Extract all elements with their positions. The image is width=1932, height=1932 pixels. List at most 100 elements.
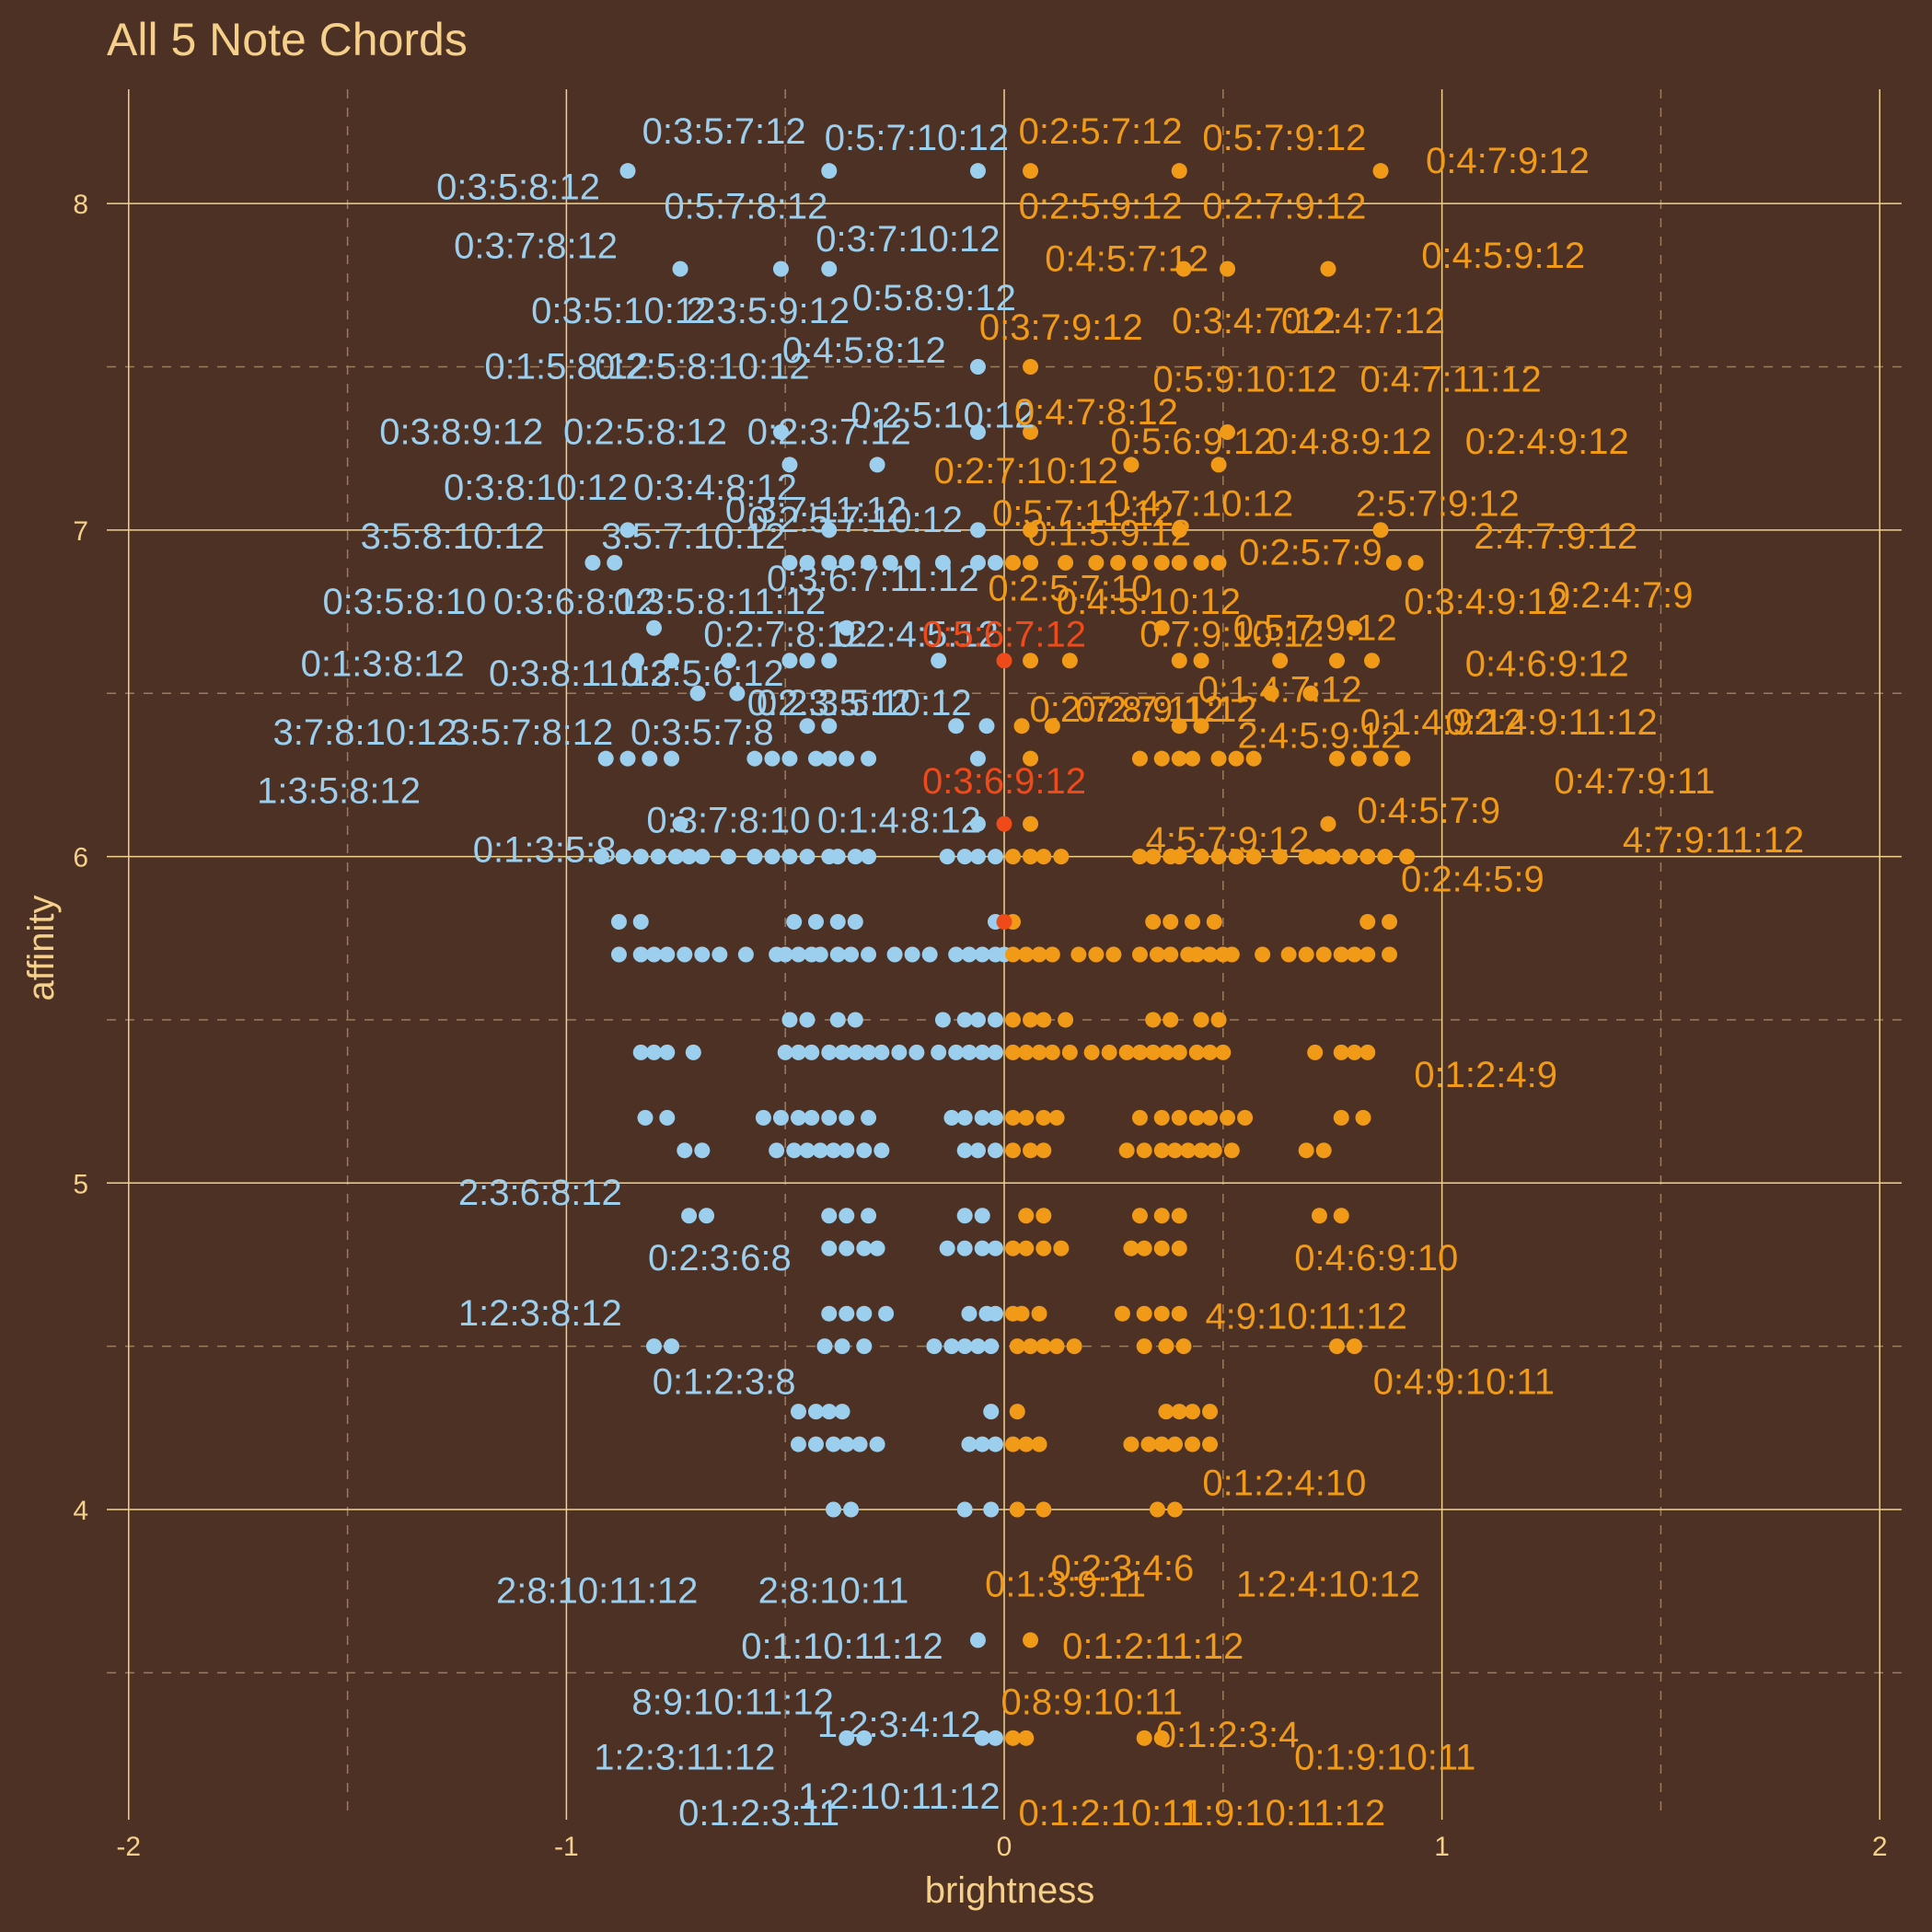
data-point: [987, 1730, 1003, 1746]
data-point: [1088, 554, 1105, 571]
data-point: [1272, 849, 1289, 865]
data-point: [1223, 1142, 1240, 1159]
chord-label: 0:3:5:8:11:12: [614, 582, 827, 622]
chord-label: 0:2:4:9:12: [1465, 422, 1629, 462]
data-point: [1123, 1240, 1140, 1256]
data-point: [829, 849, 846, 865]
data-point: [777, 946, 793, 963]
data-point: [632, 914, 649, 931]
chord-label: 3:7:8:10:12: [273, 712, 457, 753]
data-point: [1298, 946, 1314, 963]
data-point: [755, 1109, 771, 1126]
data-point: [939, 849, 955, 865]
data-point: [821, 260, 838, 277]
data-point: [1023, 359, 1039, 376]
data-point: [821, 1109, 838, 1126]
data-point: [969, 849, 986, 865]
data-point: [1023, 163, 1039, 179]
data-point: [943, 1109, 960, 1126]
data-point: [1193, 1142, 1209, 1159]
chord-label: 0:3:7:10:12: [816, 219, 1000, 260]
data-point: [615, 849, 631, 865]
data-point: [1061, 1044, 1078, 1060]
data-point: [969, 1012, 986, 1028]
data-point: [720, 653, 736, 669]
data-point: [1280, 946, 1297, 963]
chord-label: 0:2:3:5:10:12: [757, 683, 972, 723]
data-point: [904, 554, 920, 571]
data-point: [790, 946, 806, 963]
chord-label: 0:3:5:8:12: [436, 167, 600, 207]
chord-label: 0:5:6:7:12: [922, 614, 1086, 654]
data-point: [781, 554, 798, 571]
data-point: [1131, 1109, 1148, 1126]
data-point: [969, 1338, 986, 1355]
chord-label: 0:1:2:3:11: [678, 1793, 839, 1834]
data-point: [1206, 1142, 1222, 1159]
data-point: [974, 1240, 990, 1256]
chord-label: 0:4:5:8:12: [782, 330, 946, 371]
data-point: [777, 1044, 793, 1060]
data-point: [799, 718, 816, 735]
data-point: [1166, 1501, 1183, 1518]
data-point: [978, 718, 995, 735]
data-point: [1228, 750, 1244, 767]
chord-label: 0:1:2:11:12: [1062, 1626, 1244, 1667]
data-point: [1320, 260, 1336, 277]
chord-label: 0:2:7:10:12: [934, 451, 1118, 492]
data-point: [1158, 1338, 1174, 1355]
data-point: [1031, 1436, 1047, 1452]
data-point: [1210, 849, 1227, 865]
data-point: [1346, 1044, 1362, 1060]
chord-label: 0:5:9:10:12: [1152, 360, 1336, 400]
data-point: [956, 1240, 973, 1256]
data-point: [642, 750, 658, 767]
data-point: [672, 816, 688, 832]
data-point: [956, 1338, 973, 1355]
data-point: [934, 1012, 951, 1028]
data-point: [956, 1012, 973, 1028]
chord-label: 0:5:7:9:12: [1233, 607, 1397, 648]
data-point: [772, 423, 789, 440]
data-point: [839, 1730, 855, 1746]
data-point: [821, 653, 838, 669]
data-point: [1346, 946, 1362, 963]
data-point: [1018, 1436, 1035, 1452]
data-point: [786, 1142, 803, 1159]
data-point: [681, 1208, 698, 1224]
data-point: [1153, 1142, 1170, 1159]
data-point: [987, 1044, 1003, 1060]
data-point: [1005, 1730, 1022, 1746]
data-point: [969, 1632, 986, 1649]
data-point: [646, 1338, 663, 1355]
data-point: [834, 1404, 850, 1420]
data-point: [956, 1109, 973, 1126]
data-point: [1153, 1730, 1170, 1746]
data-point: [1298, 849, 1314, 865]
data-point: [1035, 1338, 1052, 1355]
data-point: [856, 1142, 873, 1159]
x-tick-label: 0: [997, 1832, 1012, 1862]
chord-label: 0:5:7:10:12: [825, 118, 1009, 158]
data-point: [891, 1044, 908, 1060]
data-point: [1018, 1044, 1035, 1060]
data-point: [1163, 946, 1179, 963]
chord-label: 3:5:8:10:12: [361, 516, 545, 557]
data-point: [1171, 718, 1187, 735]
chord-label: 0:3:8:9:12: [379, 411, 543, 452]
data-point: [847, 1012, 863, 1028]
data-point: [646, 1044, 663, 1060]
data-point: [1061, 653, 1078, 669]
data-point: [1044, 718, 1060, 735]
chord-label: 0:2:3:6:8: [648, 1238, 792, 1278]
data-point: [1171, 1240, 1187, 1256]
data-point: [1136, 1305, 1152, 1322]
data-point: [974, 946, 990, 963]
data-point: [1171, 849, 1187, 865]
data-point: [1031, 1305, 1047, 1322]
data-point: [843, 946, 860, 963]
data-point: [694, 1142, 711, 1159]
chord-label: 4:7:9:11:12: [1623, 820, 1804, 861]
data-point: [790, 1404, 806, 1420]
x-tick-label: -1: [554, 1832, 579, 1862]
